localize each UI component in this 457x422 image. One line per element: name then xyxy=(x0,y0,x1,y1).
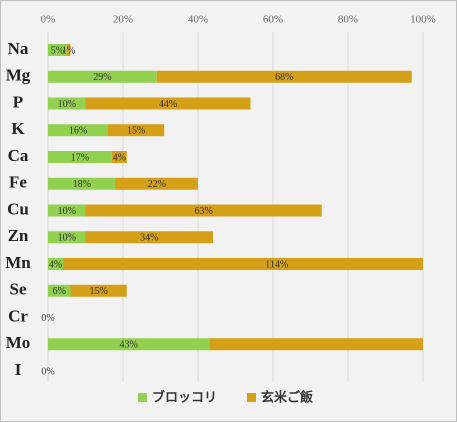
bar-segment xyxy=(209,338,423,351)
value-label: 10% xyxy=(58,99,76,110)
value-label: 114% xyxy=(265,259,288,270)
value-label: 10% xyxy=(58,206,76,217)
y-tick-label: Fe xyxy=(9,173,27,192)
value-label: 68% xyxy=(275,72,293,83)
value-label: 0% xyxy=(41,313,54,324)
bar-segment xyxy=(85,231,213,244)
bar-segment xyxy=(48,231,86,244)
y-tick-label: K xyxy=(11,119,25,138)
legend-swatch xyxy=(138,393,147,402)
bar-segment xyxy=(48,258,63,270)
bar-segment xyxy=(48,204,86,217)
bar-segment xyxy=(85,204,322,217)
x-tick-label: 60% xyxy=(263,14,283,26)
x-tick-label: 0% xyxy=(41,14,56,26)
y-tick-label: P xyxy=(13,92,23,111)
x-tick-label: 100% xyxy=(410,14,436,26)
y-tick-label: Ca xyxy=(8,146,29,165)
value-label: 44% xyxy=(159,99,177,110)
legend-label: ブロッコリ xyxy=(152,390,217,406)
value-label: 22% xyxy=(148,179,166,190)
value-label: 4% xyxy=(49,259,62,270)
value-label: 15% xyxy=(127,126,145,137)
value-label: 0% xyxy=(41,366,54,377)
bar-segment xyxy=(48,70,157,83)
legend-label: 玄米ご飯 xyxy=(261,390,313,406)
bar-segment xyxy=(108,124,165,137)
bar-segment xyxy=(48,284,71,297)
bar-segment xyxy=(48,338,210,351)
value-label: 43% xyxy=(119,340,137,351)
bar-segment xyxy=(48,177,116,190)
y-tick-label: Cr xyxy=(8,306,28,325)
x-tick-label: 40% xyxy=(188,14,208,26)
bar-segment xyxy=(48,44,67,56)
bar-segment xyxy=(115,177,198,190)
bar-segment xyxy=(48,97,86,110)
y-tick-label: Mo xyxy=(6,333,31,352)
x-tick-label: 20% xyxy=(113,14,133,26)
bar-segment xyxy=(156,70,412,83)
bar-segment xyxy=(70,284,127,297)
value-label: 29% xyxy=(93,72,111,83)
y-tick-label: Mg xyxy=(6,66,31,85)
y-tick-label: Cu xyxy=(7,199,29,218)
value-label: 16% xyxy=(69,126,87,137)
value-label: 17% xyxy=(71,152,89,163)
bar-segment xyxy=(63,258,423,270)
value-label: 1% xyxy=(62,45,75,56)
value-label: 10% xyxy=(58,233,76,244)
bar-segment xyxy=(66,44,71,56)
legend-swatch xyxy=(247,393,256,402)
value-label: 6% xyxy=(53,286,66,297)
bar-segment xyxy=(85,97,251,110)
value-label: 4% xyxy=(113,152,126,163)
y-tick-label: Zn xyxy=(8,226,29,245)
value-label: 5% xyxy=(51,45,64,56)
value-label: 34% xyxy=(140,233,158,244)
y-tick-label: I xyxy=(15,360,22,379)
y-tick-label: Na xyxy=(8,39,29,58)
bar-segment xyxy=(48,124,108,137)
bar-segment xyxy=(111,151,127,163)
y-tick-label: Se xyxy=(10,280,27,299)
y-tick-label: Mn xyxy=(5,253,31,272)
value-label: 63% xyxy=(194,206,212,217)
bar-segment xyxy=(48,151,112,163)
value-label: 15% xyxy=(89,286,107,297)
value-label: 18% xyxy=(73,179,91,190)
x-tick-label: 80% xyxy=(338,14,358,26)
